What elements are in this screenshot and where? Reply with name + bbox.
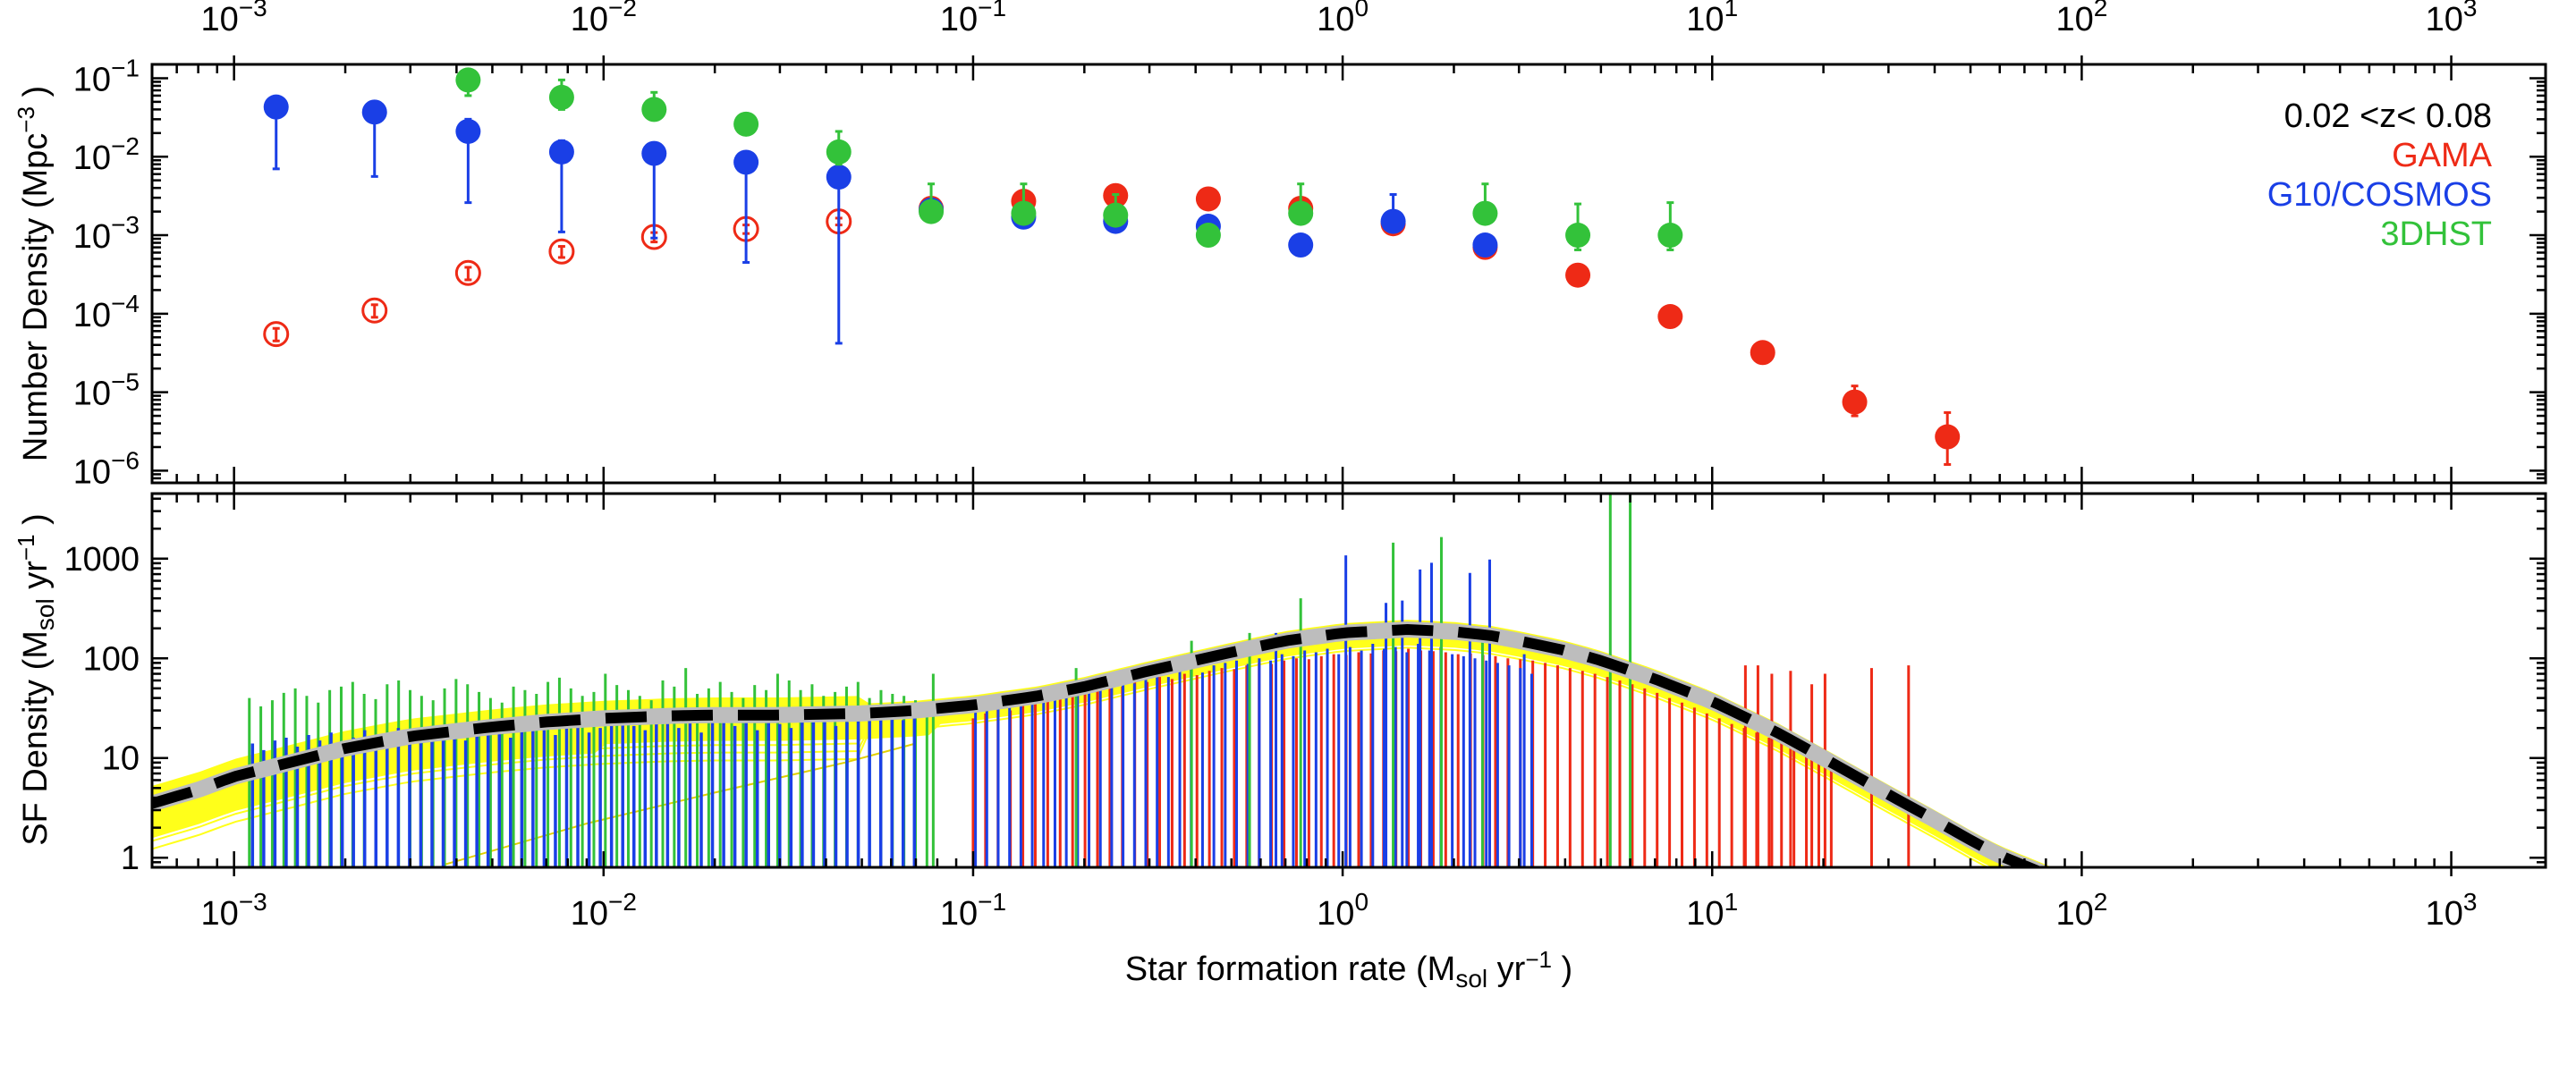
y-tick-label: 10−6 <box>73 446 140 491</box>
bottom-panel-ticks <box>150 485 2546 876</box>
data-point <box>1195 223 1221 249</box>
data-point <box>1565 223 1591 249</box>
top-panel: 10−3 10−2 10−1 100 101 102 103 10−610−510−410−… <box>13 0 2547 492</box>
data-point <box>454 259 481 286</box>
top-panel-frame <box>150 63 2547 485</box>
y-tick-label: 1 <box>121 840 140 877</box>
data-point <box>1657 304 1683 330</box>
data-point <box>1288 232 1314 258</box>
x-tick-label: 10−3 <box>201 0 267 38</box>
data-point <box>455 67 481 93</box>
x-tick-label: 103 <box>2426 0 2478 38</box>
top-panel-ticks <box>150 55 2546 492</box>
x-tick-label: 10−2 <box>571 888 637 933</box>
x-tick-label: 10−2 <box>571 0 637 38</box>
x-tick-label: 100 <box>1317 0 1368 38</box>
data-point <box>548 238 575 265</box>
data-point <box>1472 200 1498 226</box>
bottom-panel-frame <box>150 492 2547 869</box>
envelope-band <box>152 620 2053 867</box>
data-point <box>733 111 759 137</box>
data-point <box>263 94 289 120</box>
best-fit-dashed <box>152 623 2043 867</box>
series-g10-cosmos <box>263 94 1498 345</box>
legend-entry-gama: GAMA <box>2392 137 2493 174</box>
x-tick-label: 102 <box>2055 0 2107 38</box>
data-point <box>641 97 667 123</box>
data-point <box>1565 262 1591 288</box>
bottom-panel: 10−3 10−2 10−1 100 101 102 103 1 10 100 1000 SF D… <box>13 485 2547 993</box>
data-point <box>362 38 387 63</box>
legend-header: 0.02 <z< 0.08 <box>2284 97 2492 135</box>
data-point <box>548 139 574 165</box>
data-point <box>1750 340 1775 366</box>
data-point <box>1195 186 1221 212</box>
data-point <box>826 165 852 190</box>
y-tick-label: 10 <box>102 740 140 778</box>
data-point <box>263 321 290 348</box>
legend: 0.02 <z< 0.08 GAMA G10/COSMOS 3DHST <box>2267 97 2493 253</box>
data-point <box>361 297 388 324</box>
data-point <box>1842 389 1868 415</box>
bottom-x-tick-labels: 10−3 10−2 10−1 100 101 102 103 <box>201 888 2478 933</box>
data-point <box>1472 232 1498 258</box>
top-panel-points <box>263 38 1961 466</box>
data-point <box>641 140 667 166</box>
series-3dhst <box>362 38 1683 251</box>
x-axis-label: Star formation rate (Msol yr−1 ) <box>1125 946 1572 993</box>
x-tick-label: 10−3 <box>201 888 267 933</box>
top-x-tick-labels: 10−3 10−2 10−1 100 101 102 103 <box>201 0 2478 38</box>
series-gama-open-incomplete- <box>263 208 852 348</box>
data-point <box>1380 208 1406 234</box>
x-tick-label: 102 <box>2055 888 2107 933</box>
legend-entry-3dhst: 3DHST <box>2380 215 2492 253</box>
data-point <box>1288 200 1314 226</box>
best-fit-curve <box>152 621 2047 867</box>
data-point <box>826 139 852 165</box>
y-tick-label: 10−2 <box>73 132 140 177</box>
x-tick-label: 103 <box>2426 888 2478 933</box>
y-tick-label: 10−4 <box>73 290 140 334</box>
data-point <box>1011 200 1037 226</box>
x-tick-label: 10−1 <box>940 888 1006 933</box>
y-tick-label: 10−1 <box>73 54 140 98</box>
data-point <box>1935 424 1961 450</box>
data-point <box>548 84 574 110</box>
top-y-tick-labels: 10−6 10−5 10−4 10−3 10−2 10−1 <box>73 54 140 491</box>
y-tick-label: 1000 <box>64 541 140 579</box>
data-point <box>361 99 387 125</box>
data-point <box>919 199 945 224</box>
x-tick-label: 101 <box>1686 0 1738 38</box>
data-point <box>1657 223 1683 249</box>
data-point <box>455 118 481 144</box>
y-tick-label: 10−5 <box>73 368 140 413</box>
bottom-y-axis-label: SF Density (Msol yr−1 ) <box>13 513 59 846</box>
series-gama <box>919 182 1961 466</box>
sf-density-bars <box>248 494 1911 867</box>
x-tick-label: 101 <box>1686 888 1738 933</box>
y-tick-label: 10−3 <box>73 211 140 256</box>
data-point <box>733 149 759 175</box>
x-tick-label: 100 <box>1317 888 1368 933</box>
top-y-axis-label: Number Density (Mpc−3 ) <box>13 86 55 461</box>
data-point <box>1103 202 1129 228</box>
x-tick-label: 10−1 <box>940 0 1006 38</box>
legend-entry-g10-cosmos: G10/COSMOS <box>2267 176 2492 214</box>
bottom-y-tick-labels: 1 10 100 1000 <box>64 541 140 877</box>
bootstrap-fit-envelope <box>152 620 2053 867</box>
y-tick-label: 100 <box>83 640 140 678</box>
